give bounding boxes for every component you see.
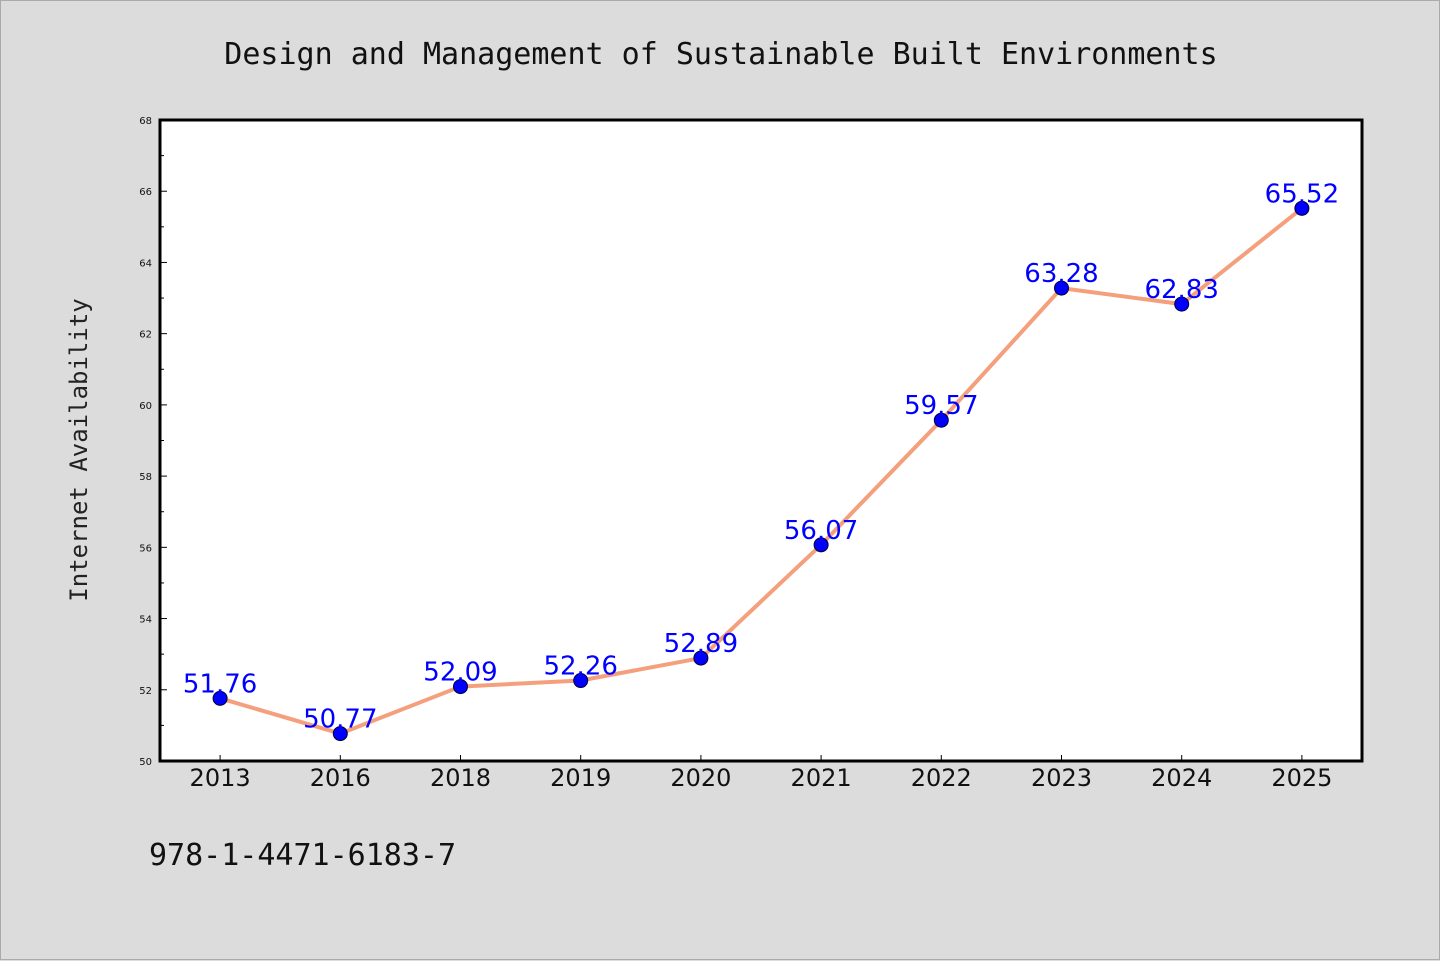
data-label: 63.28	[1024, 259, 1098, 289]
x-tick-label: 2021	[791, 764, 852, 792]
data-point	[453, 679, 468, 695]
y-tick-label: 54	[139, 615, 152, 626]
data-label: 50.77	[303, 705, 377, 735]
data-point	[1054, 280, 1069, 296]
x-tick-label: 2019	[550, 764, 611, 792]
data-point	[1174, 296, 1190, 312]
x-tick-label: 2020	[670, 764, 731, 792]
x-tick-label: 2023	[1031, 764, 1092, 792]
data-label: 51.76	[183, 669, 257, 699]
data-point	[693, 650, 709, 666]
x-tick-label: 2024	[1151, 764, 1212, 792]
data-point	[933, 412, 949, 428]
y-axis-ticks: 50 52 54 56 58 60 62 64 66 68	[139, 116, 167, 768]
data-label: 59.57	[904, 391, 978, 421]
y-tick-label: 64	[139, 258, 152, 269]
x-tick-label: 2022	[911, 764, 972, 792]
data-label: 65.52	[1265, 179, 1339, 209]
x-tick-label: 2025	[1271, 764, 1332, 792]
y-tick-label: 62	[139, 330, 152, 341]
data-label: 62.83	[1144, 275, 1218, 305]
y-tick-label: 58	[139, 472, 152, 483]
data-label: 52.26	[543, 652, 617, 682]
y-tick-label: 52	[139, 686, 152, 697]
footer-isbn: 978-1-4471-6183-7	[149, 838, 456, 873]
y-tick-label: 68	[139, 116, 152, 127]
plot-area	[158, 118, 1364, 763]
data-point	[1294, 200, 1310, 216]
y-tick-label: 60	[139, 401, 152, 412]
data-label: 52.89	[664, 629, 738, 659]
series-line	[218, 206, 1304, 736]
y-tick-label: 66	[139, 187, 152, 198]
data-point	[212, 690, 228, 706]
x-tick-label: 2016	[310, 764, 371, 792]
data-label: 52.09	[423, 658, 497, 688]
x-tick-label: 2018	[430, 764, 491, 792]
x-tick-label: 2013	[190, 764, 251, 792]
data-label: 56.07	[784, 516, 858, 546]
x-axis-ticks: 2013 2016 2018 2019 2020 2021 2022 2023 2024 2025	[190, 755, 1332, 792]
y-tick-label: 50	[139, 757, 152, 768]
data-point	[573, 673, 589, 689]
series-internet-availability: 51.76 50.77 52.09 52.26 52.89 56.07 59.57 63.28…	[183, 179, 1339, 742]
y-axis-label: Internet Availability	[65, 298, 93, 601]
data-point	[813, 537, 829, 553]
chart-title: Design and Management of Sustainable Bui…	[224, 37, 1217, 72]
data-point	[332, 726, 348, 742]
y-tick-label: 56	[139, 543, 152, 554]
